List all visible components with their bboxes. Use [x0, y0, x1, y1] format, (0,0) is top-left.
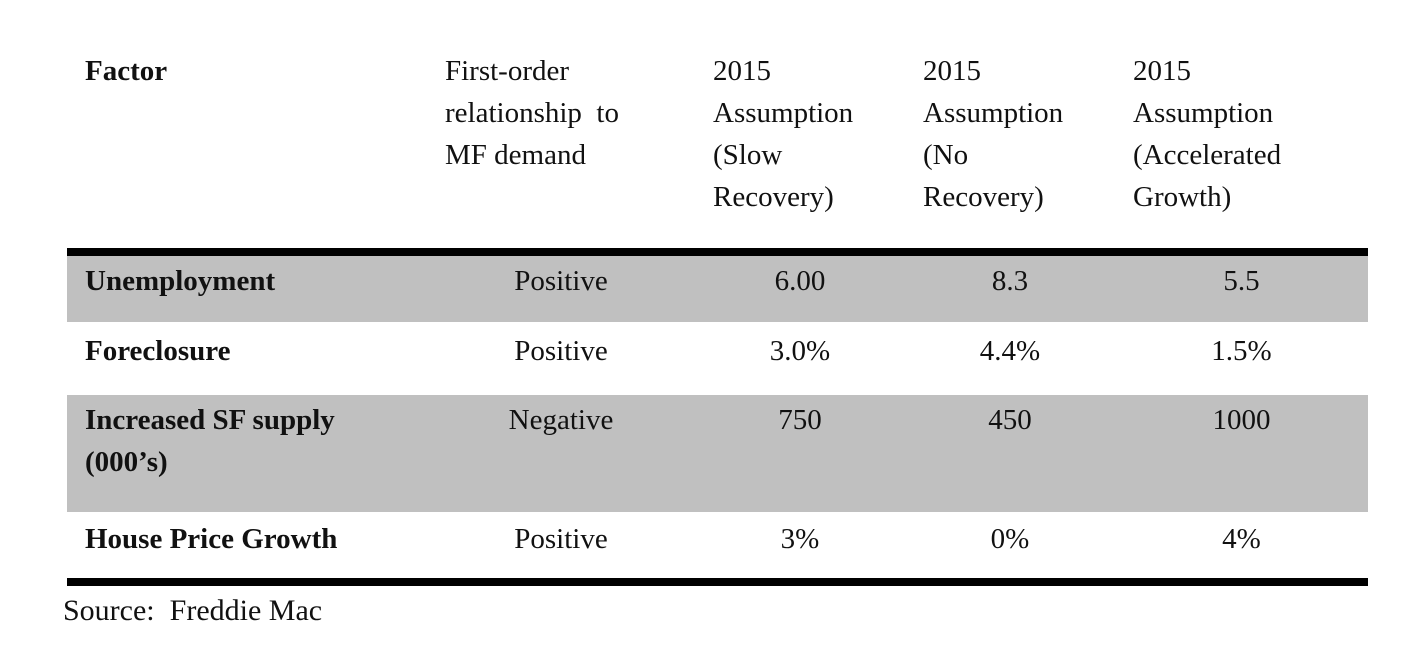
relationship-cell: Positive — [514, 265, 608, 297]
factor-cell: Increased SF supply (000’s) — [67, 395, 427, 512]
factor-label: Foreclosure — [85, 335, 231, 367]
relationship-cell: Positive — [514, 523, 608, 555]
accelerated-growth-value: 5.5 — [1223, 265, 1260, 297]
document-page: Factor First-order relationship to MF de… — [0, 44, 1420, 657]
column-header-label: 2015 Assumption (No Recovery) — [923, 55, 1064, 213]
table-row-unemployment: Unemployment Positive 6.00 8.3 5.5 — [67, 252, 1368, 322]
no-recovery-value: 8.3 — [991, 265, 1029, 297]
factor-label: House Price Growth — [85, 523, 338, 555]
source-note: Source: Freddie Mac — [63, 594, 323, 627]
column-header-slow-recovery: 2015 Assumption (Slow Recovery) — [695, 44, 905, 252]
slow-recovery-value: 750 — [778, 404, 822, 436]
factor-cell: House Price Growth — [67, 512, 427, 582]
column-header-no-recovery: 2015 Assumption (No Recovery) — [905, 44, 1115, 252]
slow-recovery-value: 3% — [780, 523, 820, 555]
column-header-factor: Factor — [67, 44, 427, 252]
no-recovery-value: 0% — [990, 523, 1030, 555]
factor-label: Unemployment — [85, 265, 276, 297]
accelerated-growth-value: 4% — [1222, 523, 1261, 555]
header-row: Factor First-order relationship to MF de… — [67, 44, 1368, 252]
column-header-label: Factor — [85, 55, 168, 87]
factor-label: Increased SF supply (000’s) — [85, 404, 335, 478]
factor-cell: Unemployment — [67, 252, 427, 322]
column-header-relationship: First-order relationship to MF demand — [427, 44, 695, 252]
relationship-cell: Negative — [508, 404, 614, 436]
column-header-label: First-order relationship to MF demand — [445, 55, 619, 171]
no-recovery-value: 450 — [988, 404, 1032, 436]
factor-cell: Foreclosure — [67, 322, 427, 395]
table-row-foreclosure: Foreclosure Positive 3.0% 4.4% 1.5% — [67, 322, 1368, 395]
no-recovery-value: 4.4% — [979, 335, 1041, 367]
accelerated-growth-value: 1.5% — [1211, 335, 1272, 367]
relationship-cell: Positive — [514, 335, 608, 367]
accelerated-growth-value: 1000 — [1212, 404, 1271, 436]
slow-recovery-value: 3.0% — [769, 335, 831, 367]
table-header: Factor First-order relationship to MF de… — [67, 44, 1368, 252]
column-header-label: 2015 Assumption (Accelerated Growth) — [1133, 55, 1282, 213]
slow-recovery-value: 6.00 — [774, 265, 826, 297]
column-header-accelerated-growth: 2015 Assumption (Accelerated Growth) — [1115, 44, 1368, 252]
assumptions-table: Factor First-order relationship to MF de… — [67, 44, 1368, 586]
table-row-increased-sf-supply: Increased SF supply (000’s) Negative 750… — [67, 395, 1368, 512]
column-header-label: 2015 Assumption (Slow Recovery) — [713, 55, 854, 213]
table-body: Unemployment Positive 6.00 8.3 5.5 Forec… — [67, 252, 1368, 582]
table-row-house-price-growth: House Price Growth Positive 3% 0% 4% — [67, 512, 1368, 582]
